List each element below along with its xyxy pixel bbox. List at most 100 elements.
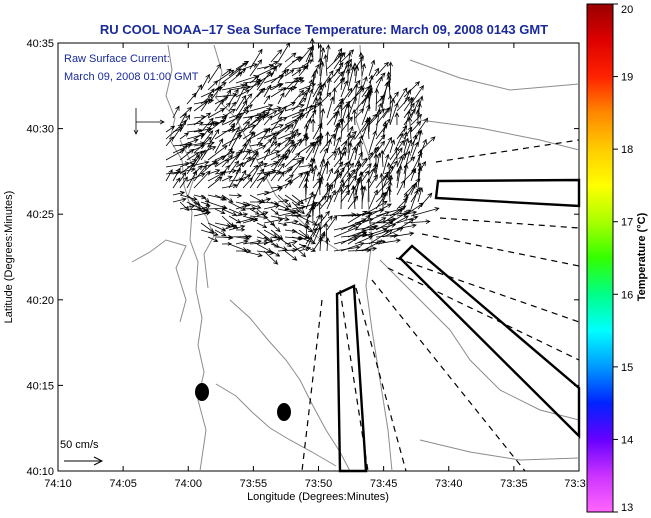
- current-arrow: [256, 63, 275, 70]
- current-arrow: [200, 130, 214, 147]
- current-arrow: [249, 151, 259, 168]
- current-arrow: [333, 136, 341, 154]
- current-arrow: [256, 150, 280, 161]
- y-tick-label: 40:20: [26, 295, 54, 307]
- current-arrow: [186, 92, 197, 105]
- current-arrow: [221, 68, 232, 77]
- current-arrow: [228, 224, 246, 231]
- current-arrow: [375, 108, 382, 133]
- current-arrow: [277, 42, 291, 63]
- current-arrow: [228, 71, 243, 84]
- current-arrow: [270, 215, 290, 222]
- x-tick-label: 73:55: [240, 478, 268, 490]
- current-arrow: [347, 215, 371, 231]
- current-arrow: [179, 106, 193, 119]
- current-arrow: [333, 161, 344, 175]
- current-arrow: [270, 116, 283, 133]
- colorbar-tick-label: 17: [621, 217, 633, 229]
- current-arrow: [389, 147, 403, 168]
- current-arrow: [200, 73, 210, 91]
- current-arrow: [368, 59, 376, 77]
- current-arrow: [235, 74, 259, 84]
- current-arrow: [339, 99, 345, 119]
- current-arrow: [382, 215, 409, 231]
- current-arrow: [347, 142, 353, 161]
- current-arrow: [368, 203, 392, 217]
- current-arrow: [347, 210, 368, 224]
- current-arrow: [403, 178, 421, 196]
- current-arrow: [368, 189, 378, 210]
- current-arrow: [179, 114, 191, 133]
- current-arrow: [270, 142, 281, 154]
- current-arrow: [396, 96, 411, 112]
- current-arrow: [305, 236, 313, 252]
- current-arrow: [368, 108, 385, 126]
- current-arrow: [394, 146, 400, 161]
- current-arrow: [200, 120, 215, 140]
- current-arrow: [235, 89, 251, 98]
- current-arrow: [305, 109, 317, 126]
- map-title: RU COOL NOAA–17 Sea Surface Temperature:…: [100, 22, 548, 37]
- current-arrow: [256, 127, 271, 147]
- current-arrow: [417, 192, 433, 210]
- current-arrow: [303, 183, 308, 203]
- current-arrow: [228, 167, 241, 189]
- current-arrow: [417, 162, 422, 182]
- current-arrow: [319, 213, 324, 238]
- current-arrow: [263, 141, 278, 154]
- current-arrow: [305, 88, 314, 112]
- current-arrow: [256, 176, 265, 189]
- current-arrow: [298, 59, 314, 70]
- current-arrow: [235, 94, 247, 112]
- current-arrow: [333, 169, 340, 189]
- current-arrow: [263, 110, 278, 119]
- current-arrow: [263, 115, 273, 126]
- current-arrow: [347, 231, 368, 245]
- current-arrow: [340, 116, 353, 133]
- current-arrow: [249, 78, 261, 91]
- current-arrow: [235, 105, 249, 126]
- buoy-marker-1: [195, 383, 209, 401]
- current-arrow: [242, 177, 253, 189]
- current-arrow: [417, 129, 423, 147]
- current-arrow: [270, 154, 285, 175]
- current-arrow: [291, 115, 301, 133]
- current-arrow: [179, 171, 187, 182]
- current-arrow: [256, 197, 272, 203]
- current-arrow: [305, 191, 314, 210]
- current-arrow: [317, 201, 322, 217]
- current-arrow: [291, 138, 302, 154]
- current-arrow: [284, 250, 298, 261]
- current-arrow: [277, 131, 296, 140]
- current-arrow: [207, 145, 228, 161]
- current-arrow: [312, 226, 321, 245]
- current-arrow: [394, 111, 400, 126]
- current-arrow: [410, 167, 417, 182]
- current-arrow: [333, 146, 340, 161]
- current-arrow: [333, 71, 344, 84]
- current-arrow: [270, 162, 285, 182]
- current-arrow: [249, 103, 274, 112]
- current-arrow: [347, 95, 357, 119]
- current-arrow: [410, 207, 440, 217]
- current-arrow: [242, 138, 251, 154]
- current-arrow: [326, 150, 337, 161]
- current-arrow: [214, 170, 227, 182]
- current-arrow: [221, 175, 233, 182]
- current-arrow: [249, 115, 265, 133]
- current-arrow: [228, 112, 243, 126]
- current-arrow: [207, 176, 223, 189]
- current-arrow: [347, 62, 353, 77]
- current-arrow: [263, 187, 284, 196]
- x-axis-ticks: [57, 43, 580, 471]
- current-arrow: [242, 206, 257, 211]
- current-arrow: [277, 69, 287, 84]
- current-arrow: [291, 244, 307, 252]
- current-arrow: [351, 184, 356, 210]
- current-arrow: [249, 88, 264, 105]
- current-arrow: [309, 157, 315, 175]
- contour-offshore-3: [379, 259, 580, 421]
- current-arrow: [347, 225, 377, 238]
- current-arrow: [396, 215, 419, 224]
- current-arrow: [353, 83, 359, 105]
